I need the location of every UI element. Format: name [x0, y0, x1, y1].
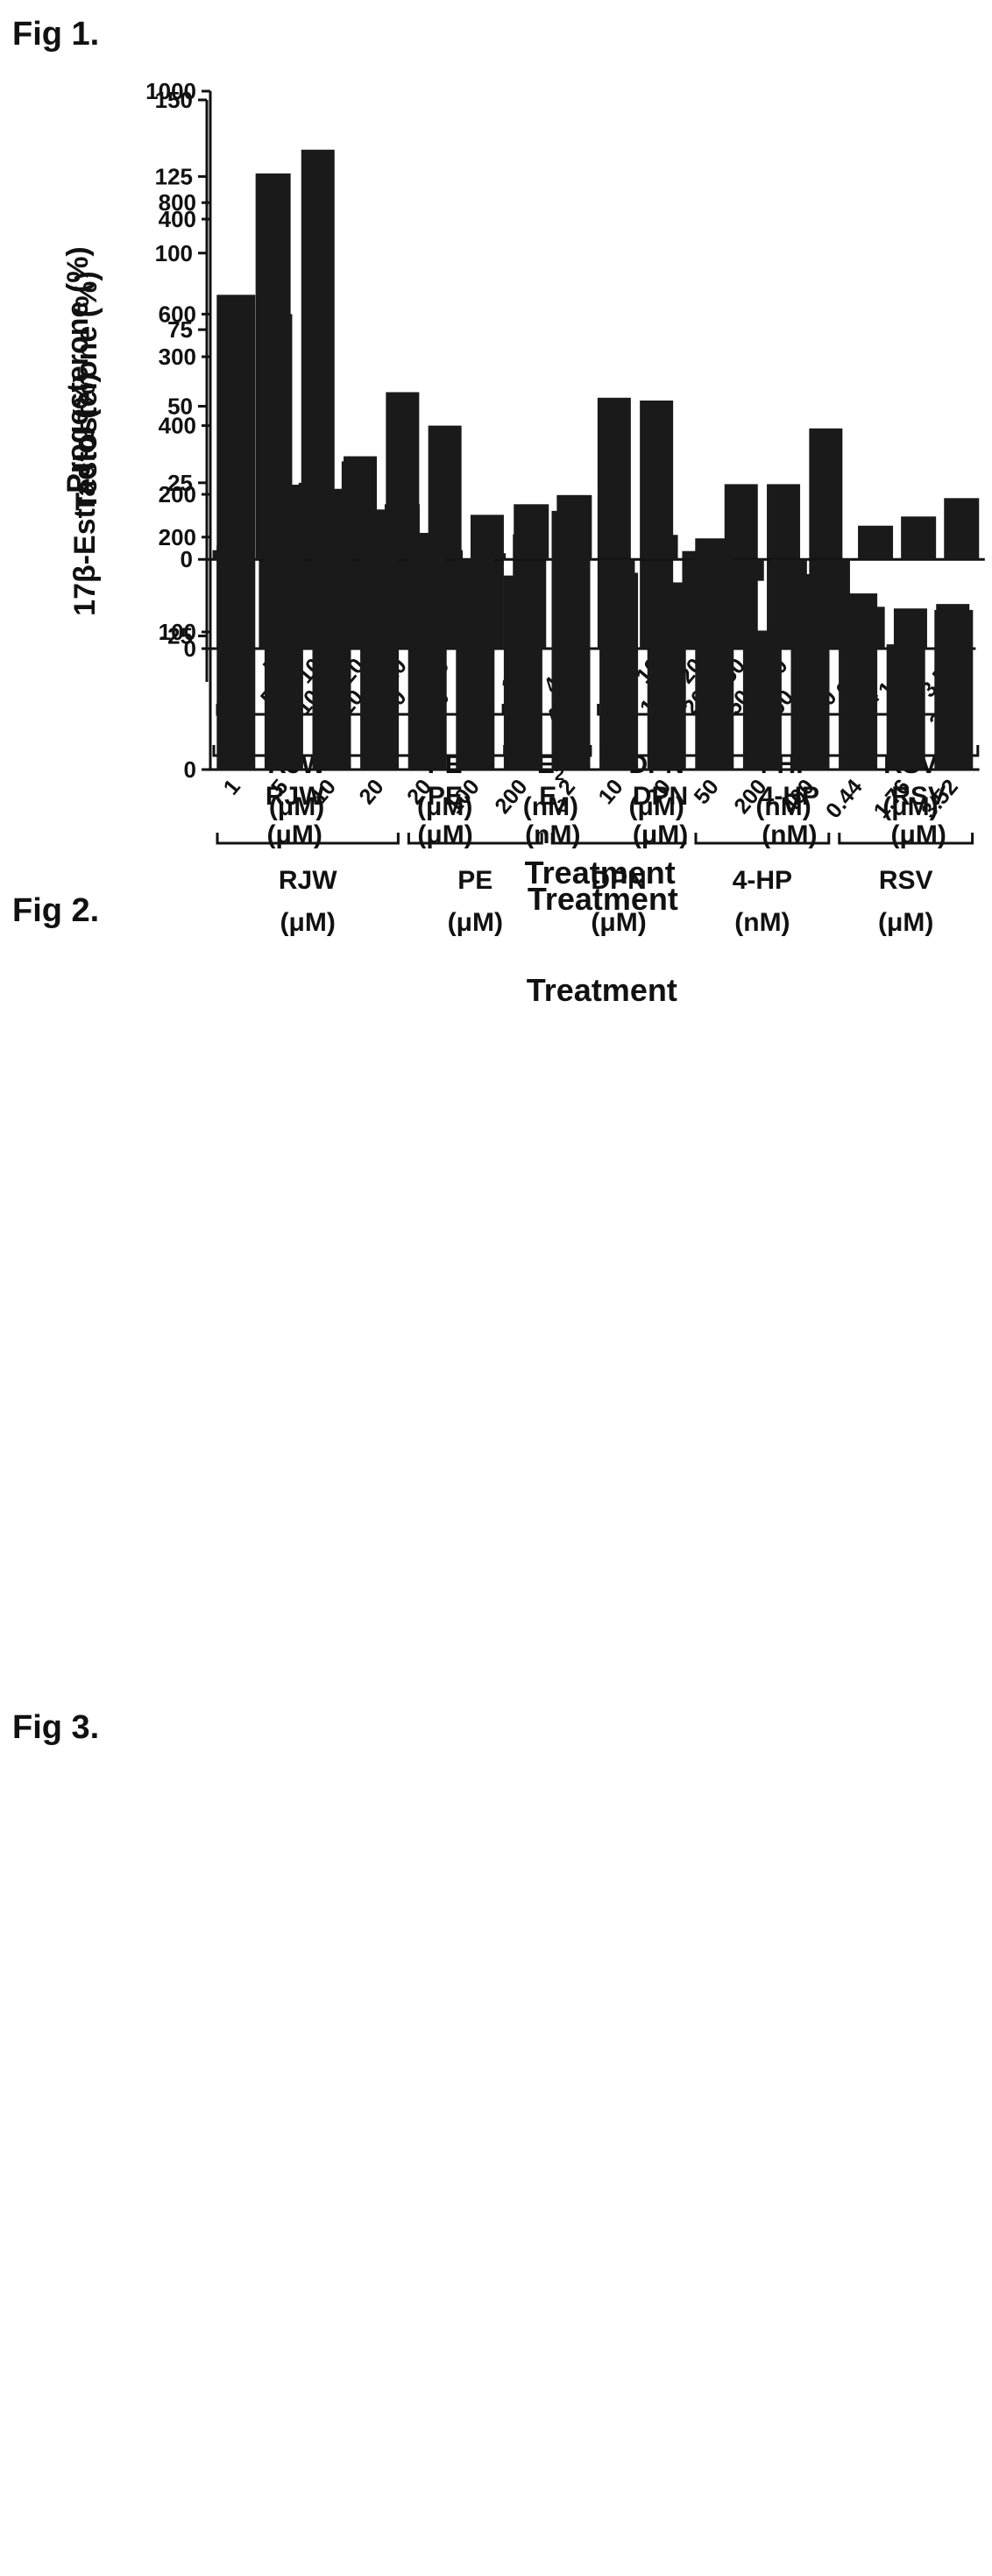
y-tick-label: 0	[181, 546, 193, 572]
y-tick-label: 125	[155, 163, 193, 189]
fig2-label: Fig 2.	[12, 892, 100, 929]
group-unit: (μM)	[417, 792, 472, 821]
y-tick-label: 600	[159, 301, 196, 327]
bar	[647, 582, 686, 770]
group-unit: (μM)	[448, 908, 503, 937]
bar	[901, 516, 937, 560]
fig1-label: Fig 1.	[12, 16, 100, 53]
y-tick-label: 400	[159, 206, 196, 232]
bar	[728, 559, 764, 581]
x-axis-label: Treatment	[525, 855, 676, 891]
group-label: DPN	[591, 866, 646, 895]
y-tick-label: 75	[167, 316, 193, 343]
group-unit: (μM)	[633, 820, 688, 849]
group-unit: (nM)	[755, 792, 811, 821]
x-axis-label: Treatment	[527, 972, 677, 1008]
group-unit: (μM)	[280, 908, 336, 937]
group-name-subscript: 2	[556, 797, 566, 816]
group-label: RJW	[266, 782, 324, 811]
bar	[790, 574, 830, 770]
group-label: 4-HP	[733, 866, 792, 895]
y-axis-label: Testosterone (%)	[70, 271, 103, 510]
y-axis-label: 17β-Estradiol (%)	[68, 373, 102, 616]
group-unit: (μM)	[890, 820, 946, 849]
y-tick-label: 0	[184, 756, 196, 783]
group-name: RJW	[266, 782, 324, 811]
y-tick-label: 200	[159, 524, 196, 550]
group-unit: (μM)	[878, 908, 933, 937]
y-tick-label: 400	[159, 413, 196, 439]
bar	[264, 485, 303, 770]
group-unit: (μM)	[591, 908, 646, 937]
group-label: PE	[428, 782, 463, 811]
group-label: DPN	[633, 782, 688, 811]
group-name-subscript: 2	[555, 765, 564, 784]
bar	[944, 498, 980, 560]
bar	[503, 575, 542, 770]
group-name: RSV	[891, 782, 946, 811]
group-bracket	[407, 833, 543, 845]
y-tick-label: 100	[159, 619, 196, 645]
bar	[839, 593, 878, 770]
group-name: 4-HP	[733, 866, 792, 895]
bar	[858, 525, 894, 560]
y-tick-label: 0	[184, 635, 196, 662]
group-unit: (μM)	[882, 792, 938, 821]
y-tick-label: 50	[167, 393, 193, 419]
group-name: RJW	[279, 866, 337, 895]
bar	[312, 488, 351, 770]
y-tick-label: 25	[167, 470, 193, 496]
group-name: PE	[428, 782, 463, 811]
bar	[514, 504, 549, 560]
group-unit: (μM)	[269, 792, 324, 821]
group-unit: (μM)	[628, 792, 684, 821]
group-label: E2	[539, 782, 566, 816]
y-tick-label: 150	[155, 87, 193, 113]
y-axis-label: Progesterone (%)	[61, 246, 95, 493]
bar	[695, 538, 734, 770]
group-bracket	[694, 833, 831, 845]
y-tick-label: 1000	[145, 78, 196, 104]
group-name: PE	[457, 866, 492, 895]
bar	[360, 509, 400, 770]
group-unit: (nM)	[523, 792, 578, 821]
bar	[456, 558, 495, 770]
group-bracket	[550, 833, 687, 845]
group-label: PE	[457, 866, 492, 895]
fig3-label: Fig 3.	[12, 1709, 100, 1746]
y-tick-label: 100	[155, 240, 193, 266]
bar	[599, 572, 639, 770]
bar	[216, 295, 256, 770]
group-unit: (nM)	[762, 820, 817, 849]
y-tick-label: -25	[159, 623, 193, 649]
bar	[886, 644, 925, 770]
group-name: 4-HP	[760, 782, 819, 811]
bar	[742, 630, 782, 770]
bar	[642, 535, 678, 560]
group-label: RSV	[879, 866, 933, 895]
bar	[934, 609, 974, 770]
group-label: 4-HP	[760, 782, 819, 811]
group-unit: (μM)	[267, 820, 322, 849]
y-tick-label: 200	[159, 481, 196, 507]
x-axis-label: Treatment	[528, 881, 678, 917]
group-bracket	[216, 833, 400, 845]
group-bracket	[838, 833, 974, 845]
group-name: DPN	[591, 866, 646, 895]
group-label: RSV	[891, 782, 946, 811]
group-name: DPN	[633, 782, 688, 811]
group-label: RJW	[279, 866, 337, 895]
group-name: RSV	[879, 866, 933, 895]
bar	[471, 553, 507, 560]
group-unit: (nM)	[734, 908, 790, 937]
group-unit: (μM)	[417, 820, 472, 849]
bar	[893, 608, 927, 649]
bar	[551, 510, 591, 770]
bar	[407, 532, 447, 770]
y-tick-label: 800	[159, 189, 196, 216]
y-tick-label: 300	[159, 344, 196, 370]
group-name: E	[539, 782, 556, 811]
